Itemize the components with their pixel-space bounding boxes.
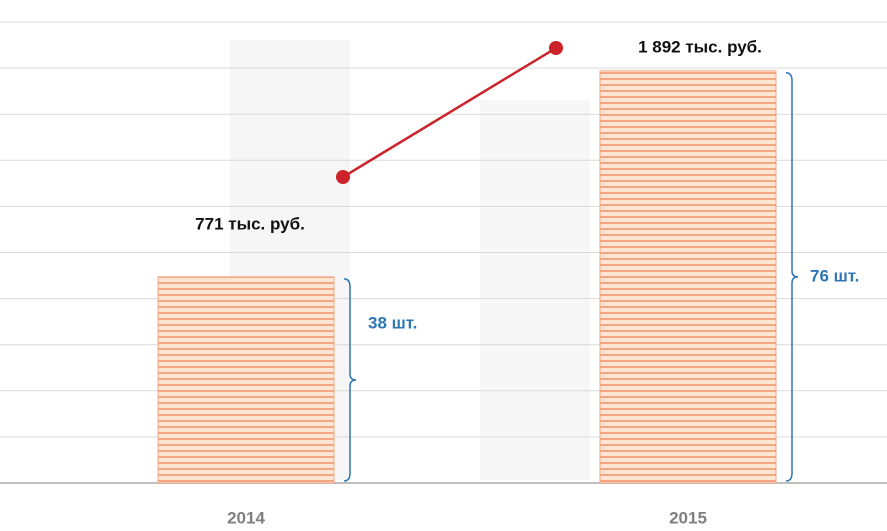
x-tick-label: 2014 [227,508,265,527]
value-label: 38 шт. [368,313,417,332]
value-label: 76 шт. [810,266,859,285]
line [342,46,557,179]
x-tick-label: 2015 [669,508,707,527]
bar [157,276,335,484]
line-point [336,170,350,185]
value-label: 771 тыс. руб. [195,214,305,233]
value-label: 1 892 тыс. руб. [638,37,762,56]
bar [599,70,777,484]
line-point [549,41,563,56]
background-shape [480,100,590,480]
brace [785,72,799,482]
brace [343,278,357,482]
